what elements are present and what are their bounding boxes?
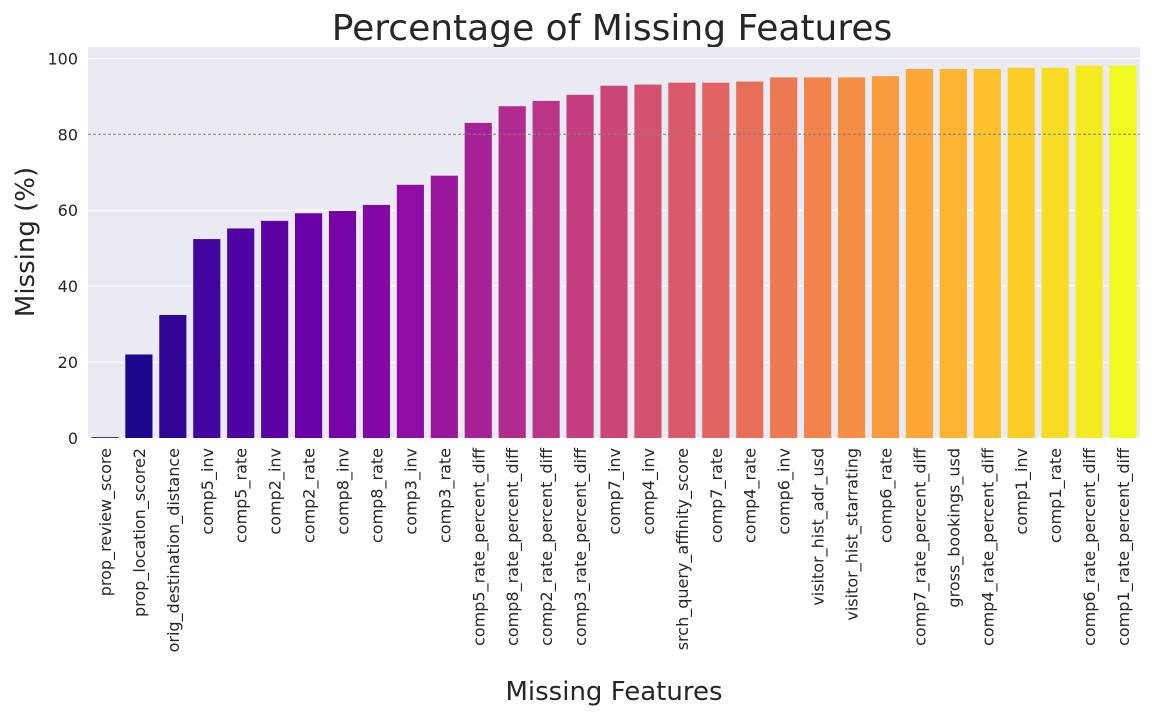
x-axis-label: Missing Features [505, 677, 722, 707]
x-tick-label: comp2_rate_percent_diff [537, 447, 557, 646]
bar [261, 220, 289, 438]
x-tick-label: comp3_inv [401, 448, 421, 535]
x-tick-label: comp4_rate_percent_diff [978, 447, 998, 646]
chart-title: Percentage of Missing Features [332, 8, 893, 49]
y-tick-label: 60 [58, 201, 78, 220]
x-tick-label: comp7_rate_percent_diff [910, 447, 930, 646]
x-tick-label: comp1_rate_percent_diff [1114, 447, 1134, 646]
bar [227, 228, 255, 438]
bar [736, 81, 764, 438]
x-tick-label: comp6_rate_percent_diff [1080, 447, 1100, 646]
bar [871, 76, 900, 438]
bar [837, 77, 866, 439]
bar [1109, 65, 1137, 439]
x-tick-label: comp6_rate [876, 448, 896, 543]
y-tick-label: 80 [58, 125, 78, 144]
bar [159, 315, 187, 438]
bars [91, 65, 1137, 439]
bar [600, 85, 628, 438]
x-tick-label: comp5_inv [198, 448, 218, 535]
y-tick-label: 0 [68, 429, 78, 448]
bar [362, 204, 391, 438]
x-tick-label: comp2_rate [300, 448, 320, 543]
bar [532, 100, 560, 439]
x-tick-label: comp1_rate [1046, 448, 1066, 543]
bar [702, 82, 730, 438]
bar [328, 210, 357, 438]
x-tick-label: visitor_hist_adr_usd [809, 448, 829, 606]
bar [464, 122, 492, 438]
y-axis-label: Missing (%) [11, 167, 41, 317]
bar [1075, 65, 1103, 439]
bar [668, 82, 696, 438]
bar [1007, 67, 1035, 439]
x-tick-label: comp7_inv [605, 448, 625, 535]
x-tick-label: comp4_rate [741, 448, 761, 543]
x-tick-label: comp5_rate_percent_diff [469, 447, 489, 646]
bar [634, 84, 662, 439]
bar [125, 354, 153, 438]
bar [430, 175, 458, 438]
bar [973, 69, 1001, 438]
y-tick-label: 40 [58, 277, 78, 296]
x-tick-label: visitor_hist_starrating [843, 448, 863, 621]
x-tick-label: comp8_rate [367, 448, 387, 543]
x-tick-label: comp6_inv [775, 448, 795, 535]
bar [905, 69, 933, 438]
y-tick-labels: 0 20 40 60 80 100 [47, 49, 78, 448]
x-tick-label: comp1_inv [1012, 448, 1032, 535]
x-tick-label: comp5_rate [232, 448, 252, 543]
bar [396, 184, 424, 438]
x-tick-label: gross_bookings_usd [944, 448, 964, 608]
y-tick-label: 20 [58, 353, 78, 372]
bar [295, 213, 323, 438]
x-tick-label: comp3_rate_percent_diff [571, 447, 591, 646]
x-tick-label: comp8_rate_percent_diff [503, 447, 523, 646]
bar [939, 69, 967, 438]
bar [498, 106, 526, 438]
x-tick-label: comp4_inv [639, 448, 659, 535]
x-tick-label: prop_location_score2 [130, 448, 150, 617]
x-tick-label: comp2_inv [266, 448, 286, 535]
x-tick-label: comp7_rate [707, 448, 727, 543]
bar [566, 94, 594, 439]
x-tick-label: comp8_inv [334, 448, 354, 535]
x-tick-label: orig_destination_distance [164, 448, 184, 652]
x-tick-label: srch_query_affinity_score [673, 448, 693, 650]
bar [91, 437, 119, 438]
x-tick-label: prop_review_score [96, 448, 116, 596]
bar [1041, 67, 1069, 439]
x-tick-label: comp3_rate [435, 448, 455, 543]
x-tick-labels: prop_review_score prop_location_score2 ori… [96, 447, 1134, 652]
bar [193, 239, 221, 438]
bar [770, 77, 798, 439]
bar [804, 77, 832, 439]
y-tick-label: 100 [47, 49, 78, 68]
